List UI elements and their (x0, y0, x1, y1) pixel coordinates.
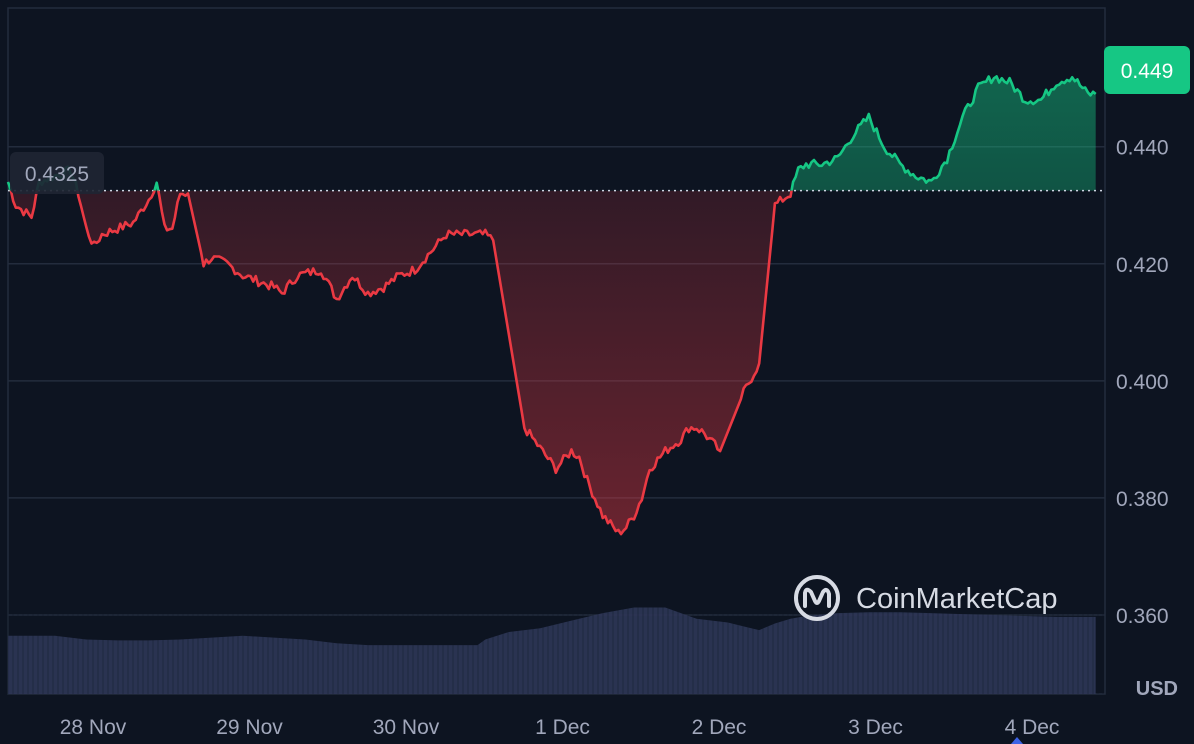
x-tick-label: 28 Nov (60, 716, 127, 739)
y-axis: 0.360 0.380 0.400 0.420 0.440 (1116, 137, 1169, 628)
last-price-value: 0.449 (1121, 60, 1174, 83)
x-tick-label: 30 Nov (373, 716, 440, 739)
x-tick-label: 2 Dec (692, 716, 747, 739)
price-line-up (6, 75, 1097, 191)
volume-shape (8, 607, 1096, 694)
price-line-down (9, 190, 793, 536)
volume-area (7, 590, 1104, 694)
price-fill (8, 76, 1096, 535)
x-axis: 28 Nov 29 Nov 30 Nov 1 Dec 2 Dec 3 Dec 4 Dec (60, 716, 1060, 739)
y-tick-label: 0.360 (1116, 605, 1169, 628)
baseline-value: 0.4325 (25, 163, 89, 186)
coinmarketcap-logo-icon (794, 575, 840, 621)
y-tick-label: 0.440 (1116, 137, 1169, 160)
y-tick-label: 0.420 (1116, 254, 1169, 277)
x-tick-label: 4 Dec (1005, 716, 1060, 739)
price-line (6, 75, 1097, 536)
area-fill-down (10, 190, 792, 535)
last-price-badge: 0.449 (1011, 46, 1190, 744)
y-tick-label: 0.400 (1116, 371, 1169, 394)
cursor-marker-icon (1011, 737, 1023, 744)
x-tick-label: 3 Dec (848, 716, 903, 739)
area-fill-up (8, 76, 1096, 191)
x-tick-label: 1 Dec (535, 716, 590, 739)
y-tick-label: 0.380 (1116, 488, 1169, 511)
currency-label: USD (1136, 678, 1178, 700)
baseline-badge: 0.4325 (10, 152, 104, 194)
x-tick-label: 29 Nov (216, 716, 283, 739)
watermark-text: CoinMarketCap (856, 583, 1057, 615)
